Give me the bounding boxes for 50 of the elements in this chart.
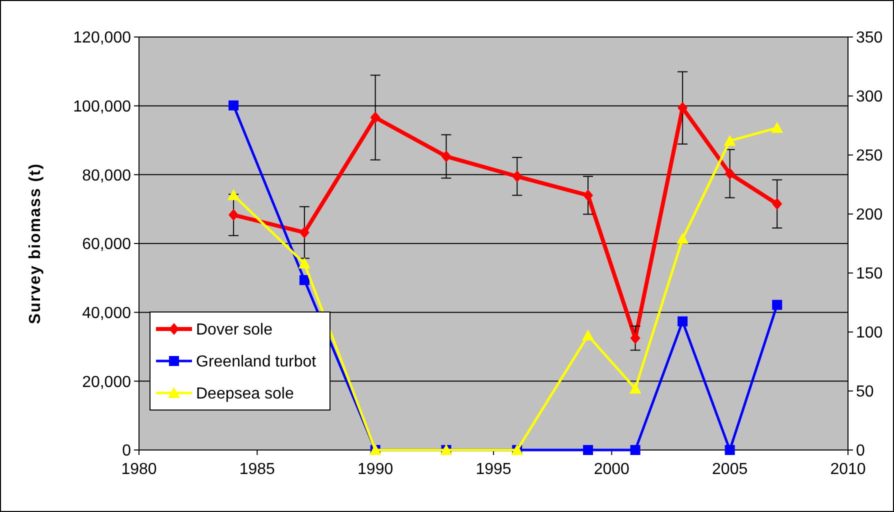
point xyxy=(512,170,522,182)
point xyxy=(724,134,736,146)
point xyxy=(299,275,310,286)
y-tick-label: 120,000 xyxy=(73,30,132,47)
y-tick-label: 60,000 xyxy=(82,236,132,254)
x-tick-label: 1980 xyxy=(121,461,157,478)
y2-tick-label: 250 xyxy=(856,148,883,165)
y2-tick-label: 150 xyxy=(856,266,883,283)
y-axis-title: Survey biomass (t) xyxy=(27,162,44,324)
y2-tick-label: 350 xyxy=(856,30,883,47)
point xyxy=(583,445,594,455)
y-tick-label: 100,000 xyxy=(73,98,132,116)
x-tick-label: 1990 xyxy=(358,461,394,478)
y-tick-label: 80,000 xyxy=(82,167,132,184)
point xyxy=(582,330,594,341)
point xyxy=(724,445,735,455)
point xyxy=(678,316,688,326)
point xyxy=(630,332,640,344)
y2-tick-label: 50 xyxy=(856,384,874,401)
point xyxy=(298,258,310,269)
point xyxy=(441,150,452,162)
point xyxy=(678,102,688,114)
legend-label: Deepsea sole xyxy=(196,386,294,403)
y2-tick-label: 300 xyxy=(856,88,883,106)
point xyxy=(370,112,380,124)
x-tick-label: 2005 xyxy=(712,461,748,478)
y2-tick-label: 100 xyxy=(856,324,883,342)
legend-label: Dover sole xyxy=(196,322,273,339)
point xyxy=(583,189,594,202)
x-tick-label: 1985 xyxy=(239,461,276,478)
x-tick-label: 1995 xyxy=(476,461,512,478)
x-tick-label: 2000 xyxy=(594,461,630,478)
point xyxy=(772,300,782,310)
y2-tick-label: 0 xyxy=(856,442,865,460)
point xyxy=(629,382,642,394)
y-tick-label: 40,000 xyxy=(82,304,132,322)
point xyxy=(299,226,310,238)
point xyxy=(228,189,240,200)
point xyxy=(771,122,784,133)
y-tick-label: 20,000 xyxy=(82,374,132,391)
point xyxy=(772,198,782,210)
point xyxy=(630,445,640,455)
y-tick-label: 0 xyxy=(122,442,132,460)
point xyxy=(724,168,735,180)
y2-tick-label: 200 xyxy=(856,206,883,224)
x-tick-label: 2010 xyxy=(830,461,866,478)
legend-label: Greenland turbot xyxy=(196,354,317,371)
point xyxy=(228,100,239,110)
point xyxy=(228,208,239,221)
point xyxy=(676,232,689,244)
